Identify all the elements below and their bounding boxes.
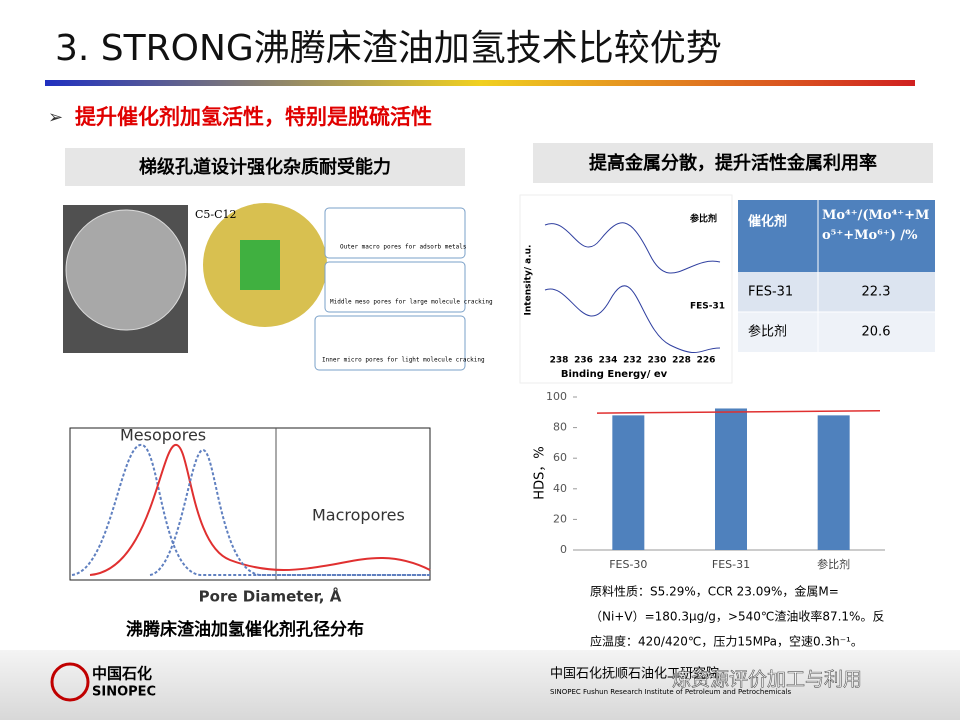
pore-axes: [69, 427, 431, 581]
xps-tick: 230: [648, 356, 667, 366]
note: 应温度：420/420℃，压力15MPa，空速0.3h⁻¹。: [590, 634, 863, 649]
xps-tick: 236: [574, 356, 593, 366]
note: （Ni+V）=180.3μg/g，>540℃渣油收率87.1%。反: [590, 609, 884, 624]
table-row: [738, 312, 935, 352]
xps-xlabel: Binding Energy/ ev: [561, 369, 668, 380]
logo: [50, 662, 90, 702]
particle: [65, 209, 187, 331]
table-header: [738, 200, 935, 272]
xps-curve: [544, 222, 721, 274]
pore-label: Middle meso pores for large molecule cra…: [330, 299, 493, 306]
table-cell: 参比剂: [748, 324, 787, 340]
note: 原料性质：S5.29%，CCR 23.09%，金属M=: [590, 584, 839, 599]
table-head-cell: 催化剂: [748, 214, 787, 230]
y-tick-label: 100: [546, 390, 567, 403]
bar: [817, 415, 850, 550]
watermark: 炼资源评价加工与利用: [672, 669, 862, 691]
footer: [0, 650, 960, 720]
bullet-icon: ➢: [48, 107, 63, 128]
pore-curve: [89, 444, 431, 576]
table-cell: 22.3: [862, 285, 891, 300]
pore-curve: [71, 444, 430, 576]
table-row: [738, 272, 935, 312]
x-tick-label: FES-30: [609, 558, 647, 571]
y-tick-label: 40: [553, 482, 567, 495]
y-axis-label: HDS，%: [533, 446, 548, 499]
bar-chart: 0 20 40 60 80 100 FES-30 FES-31 参比剂: [546, 390, 885, 571]
title: 3. STRONG沸腾床渣油加氢技术比较优势: [55, 28, 722, 69]
pore-curve: [149, 448, 430, 576]
xps-tick: 238: [550, 356, 569, 366]
reference-line: [596, 410, 881, 414]
bullet: 提升催化剂加氢活性，特别是脱硫活性: [75, 105, 432, 129]
y-tick-label: 60: [553, 451, 567, 464]
pore-box: [314, 315, 466, 371]
xps-tick: 232: [623, 356, 642, 366]
logo-cn: 中国石化: [92, 665, 152, 683]
xps-panel: [519, 194, 733, 384]
pore-label: Outer macro pores for adsorb metals: [340, 244, 467, 251]
sphere-cut: [240, 240, 280, 290]
xps-tick: 234: [599, 356, 618, 366]
pore-xlabel: Pore Diameter, Å: [199, 587, 342, 606]
xps-tick: 228: [672, 356, 691, 366]
institute-cn: 中国石化抚顺石油化工研究院: [550, 667, 719, 682]
pore-caption: 沸腾床渣油加氢催化剂孔径分布: [126, 619, 364, 640]
pore-box: [324, 261, 466, 313]
caption: 提高金属分散，提升活性金属利用率: [589, 152, 877, 174]
y-tick-label: 80: [553, 421, 567, 434]
bar: [612, 415, 645, 550]
institute-en: SINOPEC Fushun Research Institute of Pet…: [550, 688, 791, 696]
table-cell: 20.6: [862, 325, 891, 340]
pore-label: Macropores: [312, 506, 405, 525]
x-tick-label: FES-31: [712, 558, 750, 571]
x-tick-label: 参比剂: [817, 557, 850, 571]
caption-box: [65, 148, 465, 186]
caption: 梯级孔道设计强化杂质耐受能力: [139, 156, 391, 178]
table-head-cell: Mo⁴⁺/(Mo⁴⁺+Mo⁵⁺+Mo⁶⁺) /%: [822, 208, 930, 243]
xps-tick: 226: [697, 356, 716, 366]
table-cell: FES-31: [748, 285, 793, 300]
xps-ylabel: Intensity/ a.u.: [524, 245, 534, 316]
xps-curve: [544, 285, 721, 353]
xps-ticks: 238 236 234 232 230 228 226: [550, 356, 716, 366]
bar: [715, 408, 747, 550]
logo-en: SINOPEC: [92, 685, 156, 700]
title-rule: [45, 80, 915, 86]
y-tick-label: 0: [560, 543, 567, 556]
caption-box: [533, 143, 933, 183]
xps-sample: FES-31: [690, 302, 725, 312]
pore-box: [324, 207, 466, 259]
carbon-label: C5-C12: [195, 208, 237, 221]
xps-sample: 参比剂: [690, 213, 717, 225]
pore-label: Mesopores: [120, 426, 206, 445]
pore-label: Inner micro pores for light molecule cra…: [322, 357, 485, 364]
y-tick-label: 20: [553, 512, 567, 525]
